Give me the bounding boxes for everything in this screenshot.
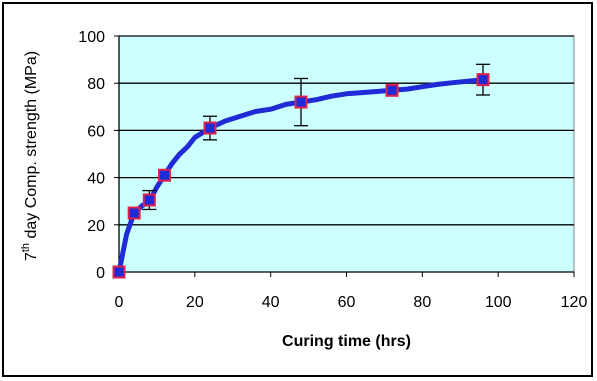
y-axis-ticks: 0 20 40 60 80 100 [78, 29, 119, 282]
x-tick-label-80: 80 [413, 294, 431, 311]
y-tick-label-20: 20 [87, 218, 105, 235]
data-point-96 [476, 73, 490, 87]
y-axis-label-rest: day Comp. strength (MPa) [23, 51, 40, 243]
x-axis-label: Curing time (hrs) [282, 333, 411, 350]
data-point-24 [203, 121, 217, 135]
data-point-0 [112, 265, 126, 279]
y-axis-label: 7th day Comp. strength (MPa) [20, 51, 40, 261]
x-tick-label-60: 60 [338, 294, 356, 311]
y-tick-label-100: 100 [78, 29, 105, 46]
data-point-48 [294, 95, 308, 109]
data-point-8 [142, 193, 156, 207]
x-tick-label-120: 120 [561, 294, 588, 311]
y-tick-label-0: 0 [96, 265, 105, 282]
data-markers [112, 73, 490, 279]
data-point-4 [127, 206, 141, 220]
x-axis-ticks: 0 20 40 60 80 100 120 [115, 272, 588, 311]
data-point-12 [158, 168, 171, 182]
x-tick-label-20: 20 [186, 294, 204, 311]
plot-area [118, 35, 575, 273]
y-axis-label-prefix: 7 [23, 252, 40, 261]
y-tick-label-80: 80 [87, 76, 105, 93]
fitted-curve-line [116, 77, 486, 275]
data-point-72 [385, 83, 399, 97]
y-tick-label-40: 40 [87, 171, 105, 188]
x-tick-label-40: 40 [262, 294, 280, 311]
y-tick-label-60: 60 [87, 123, 105, 140]
x-tick-label-0: 0 [115, 294, 124, 311]
x-tick-label-100: 100 [485, 294, 512, 311]
y-axis-label-superscript: th [20, 243, 32, 252]
